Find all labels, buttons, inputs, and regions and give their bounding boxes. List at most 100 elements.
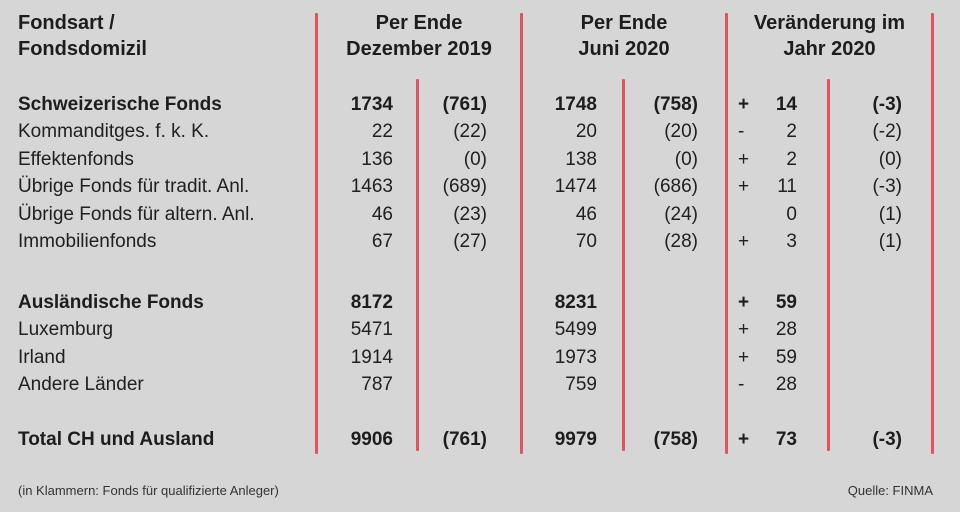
- cell-jun_val: 70: [575, 231, 597, 253]
- cell-chg_val: 59: [775, 346, 797, 368]
- row-label: Irland: [18, 346, 66, 368]
- cell-jun_val: 20: [575, 121, 597, 143]
- cell-dec_val: 1914: [350, 346, 393, 368]
- subcolumn-divider-line: [827, 79, 830, 451]
- row-label: Luxemburg: [18, 319, 114, 341]
- table-row: Total CH und Ausland 9906 (761) 9979 (758) +7…: [0, 426, 960, 454]
- cell-chg_sign: +: [738, 428, 750, 450]
- table-row: Effektenfonds 136 (0) 138 (0) +2 (0): [0, 146, 960, 174]
- cell-jun_val: 5499: [554, 319, 597, 341]
- column-divider-line: [315, 13, 318, 454]
- cell-chg_sign: -: [738, 121, 745, 143]
- cell-chg_sign: +: [738, 176, 750, 198]
- cell-dec_par: (761): [442, 428, 487, 450]
- section-total: Total CH und Ausland 9906 (761) 9979 (758) +7…: [0, 426, 960, 454]
- row-label: Effektenfonds: [18, 148, 134, 170]
- table-row: Übrige Fonds für altern. Anl. 46 (23) 46 (24…: [0, 201, 960, 229]
- cell-chg_val: 11: [777, 176, 797, 198]
- cell-chg_val: 28: [775, 374, 797, 396]
- cell-chg_par: (-3): [872, 93, 902, 115]
- cell-chg_par: (-3): [872, 428, 902, 450]
- table-row: Andere Länder 787 759 - 28: [0, 372, 960, 400]
- cell-dec_par: (689): [442, 176, 487, 198]
- section-auslaendische-fonds: Ausländische Fonds 8172 8231 +59 Luxemburg 54…: [0, 289, 960, 399]
- cell-jun_par: (758): [653, 93, 698, 115]
- header-line: Dezember 2019: [346, 38, 492, 60]
- cell-jun_par: (0): [674, 148, 698, 170]
- cell-chg_val: 14: [775, 93, 797, 115]
- cell-dec_val: 136: [361, 148, 393, 170]
- cell-dec_val: 67: [371, 231, 393, 253]
- cell-chg_par: (1): [878, 203, 902, 225]
- cell-chg_val: 2: [786, 148, 797, 170]
- cell-jun_par: (20): [664, 121, 698, 143]
- cell-chg_par: (0): [878, 148, 902, 170]
- cell-dec_par: (0): [463, 148, 487, 170]
- cell-dec_val: 787: [361, 374, 393, 396]
- subcolumn-divider-line: [416, 79, 419, 451]
- row-label: Andere Länder: [18, 374, 144, 396]
- header-per-ende-juni-2020: Per Ende Juni 2020: [523, 10, 725, 62]
- cell-dec_par: (22): [453, 121, 487, 143]
- row-label: Schweizerische Fonds: [18, 93, 222, 115]
- cell-jun_val: 138: [565, 148, 597, 170]
- column-divider-line: [931, 13, 934, 454]
- cell-chg_sign: +: [738, 346, 750, 368]
- cell-chg_val: 2: [786, 121, 797, 143]
- subcolumn-divider-line: [622, 79, 625, 451]
- header-line: Juni 2020: [578, 38, 670, 60]
- cell-chg_sign: -: [738, 374, 745, 396]
- cell-chg_par: (1): [878, 231, 902, 253]
- cell-chg_val: 3: [786, 231, 797, 253]
- cell-jun_par: (758): [653, 428, 698, 450]
- cell-jun_par: (24): [664, 203, 698, 225]
- cell-chg_val: 73: [775, 428, 797, 450]
- cell-dec_val: 1734: [350, 93, 393, 115]
- cell-jun_par: (686): [653, 176, 698, 198]
- cell-jun_val: 9979: [554, 428, 597, 450]
- table-row: Kommanditges. f. k. K. 22 (22) 20 (20) - 2 (-2): [0, 119, 960, 147]
- cell-chg_val: 0: [786, 203, 797, 225]
- cell-jun_val: 46: [575, 203, 597, 225]
- cell-dec_val: 22: [371, 121, 393, 143]
- cell-chg_val: 28: [775, 319, 797, 341]
- table-row: Luxemburg 5471 5499 +28: [0, 317, 960, 345]
- column-divider-line: [520, 13, 523, 454]
- section-schweizerische-fonds: Schweizerische Fonds 1734 (761) 1748 (758) +1…: [0, 91, 960, 256]
- header-line: Fondsart /: [18, 12, 115, 34]
- cell-chg_par: (-3): [872, 176, 902, 198]
- cell-dec_val: 8172: [350, 291, 393, 313]
- cell-dec_val: 1463: [350, 176, 393, 198]
- header-veraenderung-jahr-2020: Veränderung im Jahr 2020: [728, 10, 931, 62]
- header-per-ende-dezember-2019: Per Ende Dezember 2019: [318, 10, 520, 62]
- cell-jun_val: 1474: [554, 176, 597, 198]
- cell-chg_par: (-2): [872, 121, 902, 143]
- cell-dec_par: (23): [453, 203, 487, 225]
- cell-jun_val: 8231: [554, 291, 597, 313]
- table-row: Ausländische Fonds 8172 8231 +59: [0, 289, 960, 317]
- header-fondsart-fondsdomizil: Fondsart / Fondsdomizil: [18, 10, 147, 62]
- column-divider-line: [725, 13, 728, 454]
- cell-dec_val: 46: [371, 203, 393, 225]
- table-row: Übrige Fonds für tradit. Anl. 1463 (689) 14…: [0, 174, 960, 202]
- cell-jun_val: 1748: [554, 93, 597, 115]
- cell-dec_val: 5471: [350, 319, 393, 341]
- row-label: Kommanditges. f. k. K.: [18, 121, 210, 143]
- cell-dec_par: (27): [453, 231, 487, 253]
- cell-chg_sign: +: [738, 291, 750, 313]
- row-label: Übrige Fonds für altern. Anl.: [18, 203, 255, 225]
- cell-jun_par: (28): [664, 231, 698, 253]
- header-line: Veränderung im: [753, 12, 906, 34]
- header-line: Jahr 2020: [783, 38, 876, 60]
- row-label: Immobilienfonds: [18, 231, 157, 253]
- footnote-klammern: (in Klammern: Fonds für qualifizierte An…: [18, 483, 279, 498]
- header-line: Per Ende: [375, 12, 463, 34]
- cell-dec_val: 9906: [350, 428, 393, 450]
- cell-jun_val: 759: [565, 374, 597, 396]
- cell-chg_sign: +: [738, 319, 750, 341]
- row-label: Übrige Fonds für tradit. Anl.: [18, 176, 250, 198]
- cell-chg_sign: +: [738, 93, 750, 115]
- header-line: Fondsdomizil: [18, 38, 147, 60]
- row-label: Total CH und Ausland: [18, 428, 215, 450]
- source-label: Quelle: FINMA: [847, 483, 933, 498]
